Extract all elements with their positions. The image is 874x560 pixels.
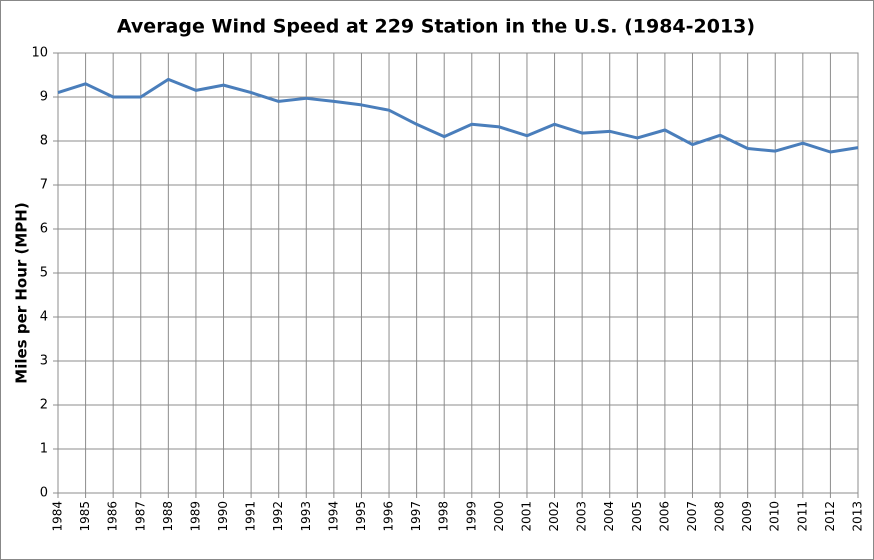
y-tick-label: 5 [40,266,48,281]
plot-border [57,52,859,494]
y-tick-label: 3 [40,354,48,369]
x-tick-label: 1984 [51,501,65,532]
x-tick-label: 2011 [795,501,809,532]
x-tick-label: 2006 [657,501,671,532]
x-tick-label: 2004 [602,501,616,532]
x-tick-label: 2002 [547,501,561,532]
x-tick-label: 1988 [161,501,175,532]
x-tick-label: 1989 [188,501,202,532]
x-tick-label: 1992 [271,501,285,532]
x-tick-label: 2008 [713,501,727,532]
data-line [57,77,859,154]
y-tick-label: 6 [40,222,48,237]
x-tick-label: 2009 [740,501,754,532]
y-tick-label: 9 [40,90,48,105]
x-tick-label: 2012 [823,501,837,532]
x-tick-label: 2001 [519,501,533,532]
x-tick-label: 1999 [464,501,478,532]
chart-title: Average Wind Speed at 229 Station in the… [117,16,755,38]
x-tick-label: 2010 [768,501,782,532]
y-tick-label: 4 [40,310,48,325]
x-tick-label: 1996 [382,501,396,532]
x-tick-label: 2013 [851,501,865,532]
y-tick-label: 2 [40,398,48,413]
x-tick-label: 1995 [354,501,368,532]
x-tick-label: 2000 [492,501,506,532]
x-tick-label: 1985 [78,501,92,532]
x-tick-label: 2005 [630,501,644,532]
x-tick-label: 2003 [575,501,589,532]
x-tick-label: 1991 [244,501,258,532]
x-tick-label: 1987 [133,501,147,532]
x-tick-label: 1986 [106,501,120,532]
y-tick-label: 8 [40,134,48,149]
x-tick-label: 1993 [299,501,313,532]
y-tick-label: 10 [31,46,48,61]
x-tick-label: 1990 [216,501,230,532]
x-tick-label: 1998 [437,501,451,532]
x-tick-label: 1997 [409,501,423,532]
y-tick-label: 7 [40,178,48,193]
y-tick-label: 0 [40,486,48,501]
y-tick-label: 1 [40,442,48,457]
x-tick-label: 2007 [685,501,699,532]
y-axis-label: Miles per Hour (MPH) [13,202,31,383]
x-tick-label: 1994 [326,501,340,532]
